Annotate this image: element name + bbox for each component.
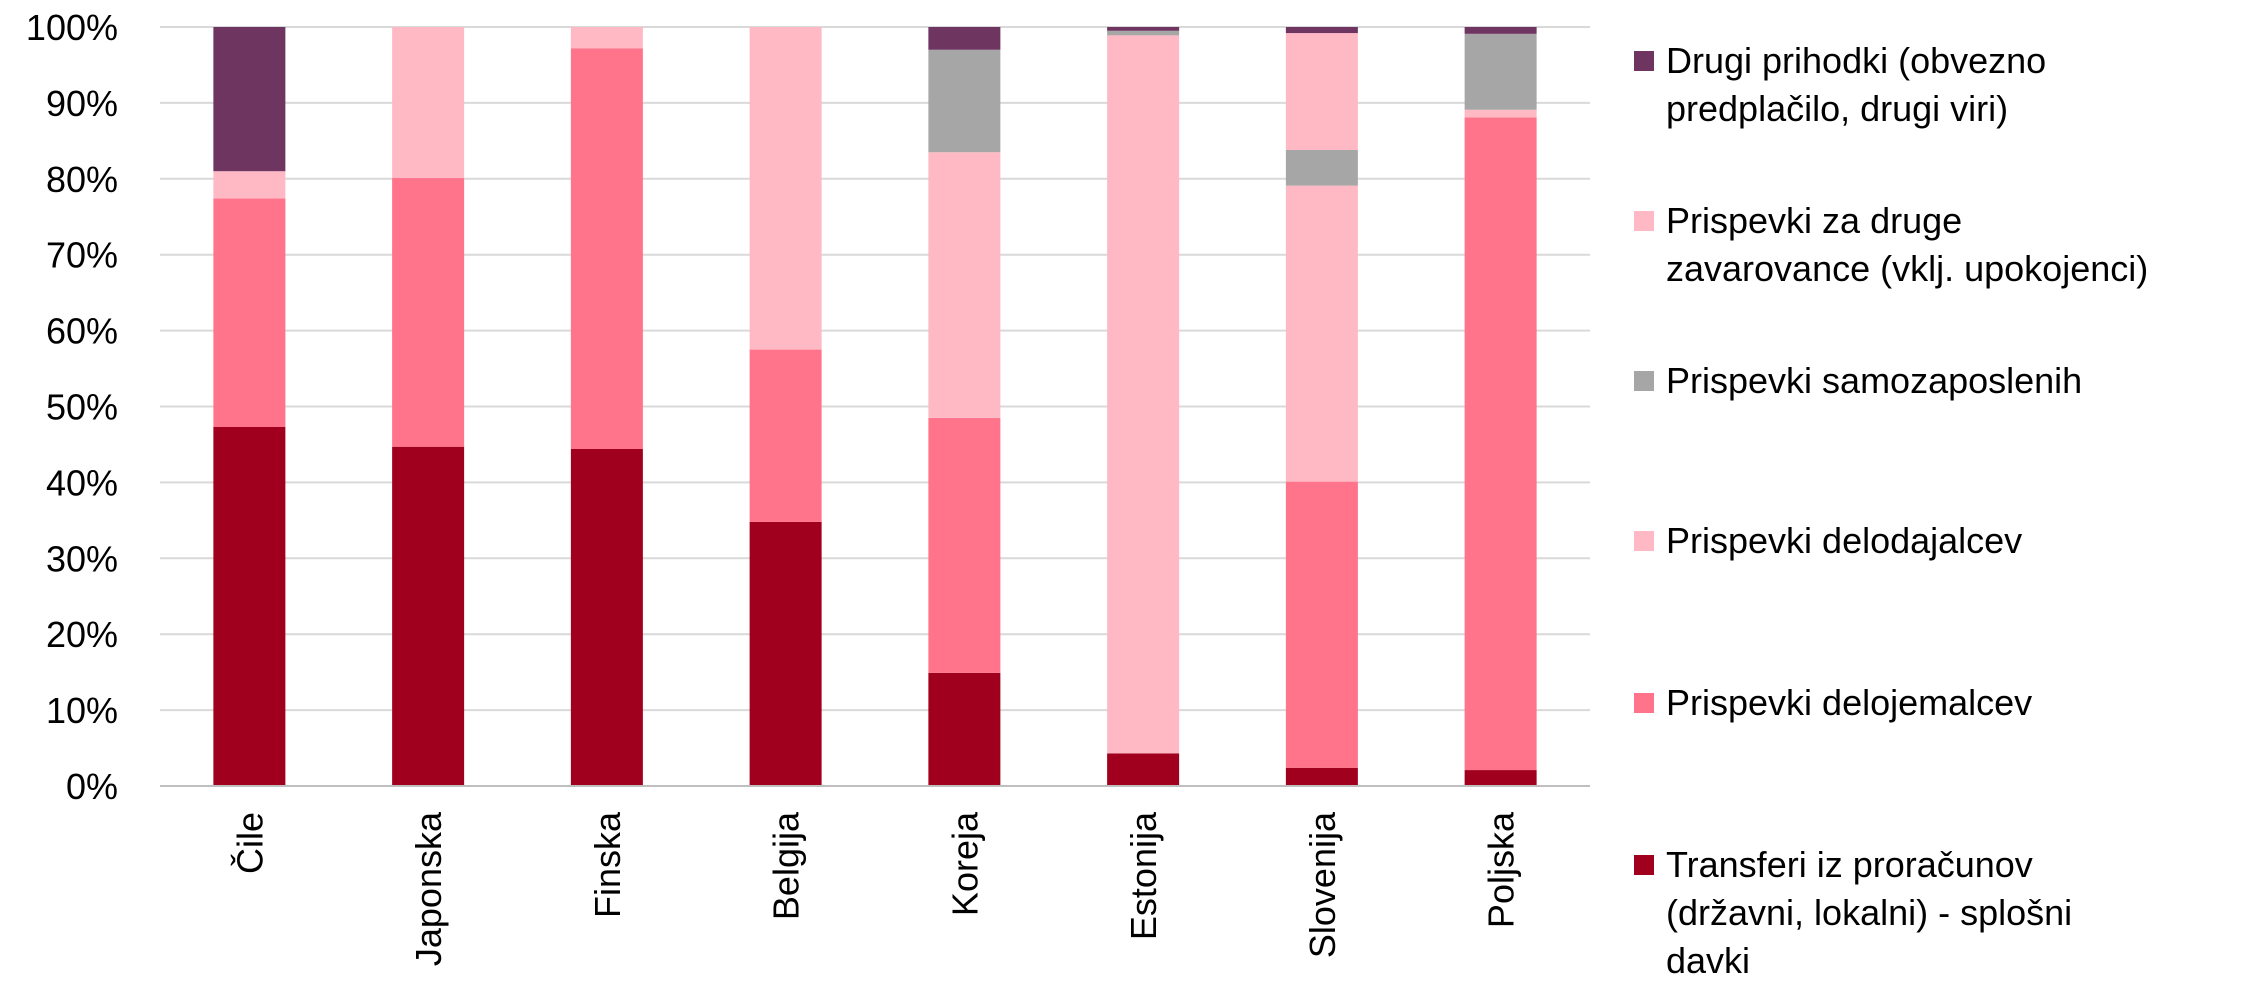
bar-segment — [213, 198, 286, 427]
legend-swatch — [1634, 371, 1654, 391]
x-tick-label: Koreja — [944, 811, 985, 916]
bar-segment — [1285, 33, 1358, 150]
bar-segment — [570, 48, 643, 450]
legend-entry: Prispevki za druge zavarovance (vklj. upo… — [1666, 200, 2148, 289]
y-tick-label: 60% — [46, 311, 118, 352]
bar-segment — [928, 27, 1001, 50]
y-tick-label: 40% — [46, 462, 118, 503]
legend-label-line: zavarovance (vklj. upokojenci) — [1666, 248, 2148, 289]
legend-label-line: davki — [1666, 940, 1750, 981]
x-tick-label: Slovenija — [1302, 811, 1343, 958]
bar-segment — [213, 171, 286, 199]
legend: Drugi prihodki (obvezno predplačilo, drug… — [1634, 40, 2148, 981]
gridlines — [160, 26, 1590, 787]
bar-segment — [1285, 149, 1358, 186]
legend-swatch — [1634, 51, 1654, 71]
legend-label-line: predplačilo, drugi viri) — [1666, 88, 2008, 129]
bar-segment — [749, 27, 822, 350]
legend-label-line: Prispevki delojemalcev — [1666, 682, 2032, 723]
bar-segment — [1285, 767, 1358, 786]
legend-label-line: Drugi prihodki (obvezno — [1666, 40, 2046, 81]
bar-segment — [213, 27, 286, 172]
bar-segment — [1464, 109, 1537, 118]
x-tick-label: Finska — [587, 811, 628, 918]
bar-segment — [928, 49, 1001, 153]
legend-swatch — [1634, 855, 1654, 875]
bar-segment — [392, 446, 465, 786]
bar-segment — [749, 521, 822, 786]
y-tick-label: 80% — [46, 159, 118, 200]
bar-segment — [213, 426, 286, 786]
bar-segment — [392, 178, 465, 447]
legend-label-line: (državni, lokalni) - splošni — [1666, 892, 2072, 933]
legend-entry: Prispevki samozaposlenih — [1666, 360, 2082, 401]
y-tick-label: 50% — [46, 387, 118, 428]
bar-segment — [1464, 27, 1537, 34]
bar-segment — [928, 152, 1001, 418]
legend-label-line: Prispevki za druge — [1666, 200, 1962, 241]
bar-segment — [1464, 33, 1537, 110]
x-tick-label: Poljska — [1481, 811, 1522, 928]
legend-swatch — [1634, 531, 1654, 551]
y-tick-label: 90% — [46, 83, 118, 124]
bar-segment — [1285, 481, 1358, 768]
y-tick-label: 30% — [46, 538, 118, 579]
bar-segment — [1285, 27, 1358, 34]
legend-label-line: Prispevki samozaposlenih — [1666, 360, 2082, 401]
legend-swatch — [1634, 693, 1654, 713]
bar-segment — [1464, 770, 1537, 786]
bar-segment — [1107, 35, 1180, 754]
y-axis: 0% 10% 20% 30% 40% 50% 60% 70% 80% 90% 100% — [26, 7, 118, 807]
y-tick-label: 100% — [26, 7, 118, 48]
legend-label-line: Transferi iz proračunov — [1666, 844, 2033, 885]
x-tick-label: Estonija — [1123, 811, 1164, 940]
legend-entry: Transferi iz proračunov (državni, lokalni… — [1666, 844, 2072, 981]
bars — [213, 27, 1537, 786]
x-tick-label: Belgija — [766, 811, 807, 920]
x-tick-label: Japonska — [408, 811, 449, 966]
bar-segment — [928, 672, 1001, 786]
legend-entry: Prispevki delodajalcev — [1666, 520, 2022, 561]
y-tick-label: 20% — [46, 614, 118, 655]
bar-segment — [570, 449, 643, 786]
bar-segment — [1464, 117, 1537, 771]
legend-label-line: Prispevki delodajalcev — [1666, 520, 2022, 561]
bar-segment — [1107, 30, 1180, 36]
bar-segment — [1285, 185, 1358, 482]
bar-segment — [749, 349, 822, 522]
bar-segment — [570, 27, 643, 49]
bar-segment — [392, 27, 465, 179]
bar-segment — [928, 417, 1001, 673]
x-tick-label: Čile — [229, 812, 270, 874]
y-tick-label: 10% — [46, 690, 118, 731]
bar-segment — [1107, 27, 1180, 31]
bar-segment — [1107, 753, 1180, 786]
x-axis: Čile Japonska Finska Belgija Koreja Estonija S… — [160, 785, 1590, 966]
legend-entry: Prispevki delojemalcev — [1666, 682, 2032, 723]
legend-swatch — [1634, 211, 1654, 231]
legend-entry: Drugi prihodki (obvezno predplačilo, drug… — [1666, 40, 2046, 129]
y-tick-label: 0% — [66, 766, 118, 807]
y-tick-label: 70% — [46, 235, 118, 276]
